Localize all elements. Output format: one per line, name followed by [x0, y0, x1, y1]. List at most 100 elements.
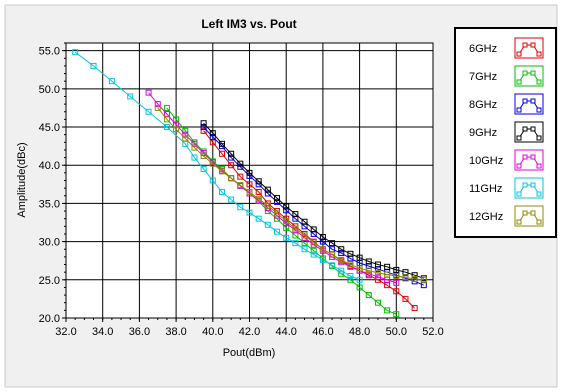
data-point-9ghz: [200, 120, 207, 127]
data-point-6ghz: [228, 162, 235, 169]
data-point-11ghz: [347, 272, 354, 279]
data-point-7ghz: [374, 299, 381, 306]
data-point-11ghz: [283, 234, 290, 241]
y-tick-label: 20.0: [39, 313, 60, 325]
data-point-12ghz: [173, 126, 180, 133]
legend-swatch-marker: [530, 182, 536, 188]
data-point-9ghz: [301, 218, 308, 225]
axis-ticks: 32.0 34.0 36.0 38.0 40.0 42.0 44.0 46.0 48.0 50.0…: [39, 42, 444, 338]
y-tick-label: 25.0: [39, 275, 60, 287]
data-point-12ghz: [283, 217, 290, 224]
legend-item-9ghz: 9GHz: [469, 121, 544, 143]
legend-label: 10GHz: [469, 155, 503, 167]
legend-item-11ghz: 11GHz: [469, 177, 544, 199]
legend-swatch-marker: [536, 163, 542, 169]
data-point-8ghz: [200, 124, 207, 131]
data-point-6ghz: [255, 188, 262, 195]
data-point-6ghz: [246, 181, 253, 188]
data-point-8ghz: [228, 154, 235, 161]
data-point-9ghz: [283, 203, 290, 210]
legend-swatch-line: [518, 212, 540, 223]
data-point-6ghz: [393, 288, 400, 295]
data-point-6ghz: [237, 173, 244, 180]
legend-swatch-marker: [536, 51, 542, 57]
data-point-12ghz: [255, 195, 262, 202]
y-axis-label: Amplitude(dBc): [16, 142, 28, 217]
data-point-9ghz: [310, 226, 317, 233]
legend-swatch-marker: [516, 163, 522, 169]
data-point-9ghz: [338, 246, 345, 253]
data-point-12ghz: [384, 271, 391, 278]
series-line-12ghz: [157, 107, 424, 281]
data-point-12ghz: [292, 225, 299, 232]
data-point-11ghz: [301, 246, 308, 253]
data-point-12ghz: [310, 239, 317, 246]
data-point-6ghz: [218, 150, 225, 157]
data-point-12ghz: [374, 269, 381, 276]
data-point-7ghz: [365, 292, 372, 299]
data-point-6ghz: [411, 305, 418, 312]
legend-item-12ghz: 12GHz: [469, 205, 544, 227]
data-point-11ghz: [356, 276, 363, 283]
data-point-9ghz: [356, 254, 363, 261]
data-point-9ghz: [218, 140, 225, 147]
data-point-11ghz: [145, 108, 152, 115]
data-point-10ghz: [145, 89, 152, 96]
series-line-11ghz: [74, 51, 360, 281]
series-line-10ghz: [148, 92, 397, 284]
data-point-11ghz: [163, 124, 170, 131]
legend-label: 8GHz: [469, 99, 497, 111]
data-point-11ghz: [200, 166, 207, 173]
legend-swatch-marker: [530, 126, 536, 132]
legend-swatch-marker: [536, 107, 542, 113]
legend-swatch-marker: [530, 70, 536, 76]
y-tick-label: 45.0: [39, 122, 60, 134]
legend-label: 11GHz: [469, 183, 502, 195]
y-tick-label: 35.0: [39, 198, 60, 210]
x-tick-label: 46.0: [312, 326, 333, 338]
data-point-7ghz: [310, 247, 317, 254]
legend-swatch: [514, 93, 544, 115]
data-point-11ghz: [127, 93, 134, 100]
legend-swatch-marker: [522, 154, 528, 160]
data-point-12ghz: [264, 202, 271, 209]
legend-swatch-line: [518, 72, 540, 83]
legend-swatch-marker: [530, 98, 536, 104]
legend-swatch-marker: [522, 210, 528, 216]
data-point-10ghz: [182, 131, 189, 138]
data-point-11ghz: [72, 49, 79, 56]
data-point-12ghz: [420, 276, 427, 283]
data-point-12ghz: [319, 246, 326, 253]
data-point-9ghz: [347, 250, 354, 257]
data-point-9ghz: [209, 130, 216, 137]
legend-swatch-marker: [522, 70, 528, 76]
legend-swatch-marker: [516, 107, 522, 113]
data-point-9ghz: [237, 160, 244, 167]
x-tick-label: 50.0: [386, 326, 407, 338]
legend-swatch: [514, 65, 544, 87]
data-point-7ghz: [384, 307, 391, 314]
data-point-12ghz: [209, 160, 216, 167]
data-point-10ghz: [365, 270, 372, 277]
legend-swatch-marker: [530, 154, 536, 160]
series-layer: [72, 49, 427, 318]
legend-swatch-marker: [522, 126, 528, 132]
legend-label: 12GHz: [469, 211, 503, 223]
legend-swatch-marker: [516, 51, 522, 57]
data-point-9ghz: [292, 211, 299, 218]
legend-swatch-marker: [522, 42, 528, 48]
legend-swatch-marker: [530, 42, 536, 48]
data-point-7ghz: [347, 276, 354, 283]
data-point-11ghz: [90, 62, 97, 69]
legend-label: 7GHz: [469, 71, 497, 83]
y-tick-label: 55.0: [39, 46, 60, 58]
data-point-11ghz: [310, 251, 317, 258]
data-point-12ghz: [402, 274, 409, 281]
y-tick-label: 30.0: [39, 237, 60, 249]
legend-swatch-marker: [536, 135, 542, 141]
legend-swatch-marker: [536, 79, 542, 85]
data-point-6ghz: [200, 127, 207, 134]
series-line-9ghz: [203, 122, 424, 279]
data-point-11ghz: [274, 228, 281, 235]
